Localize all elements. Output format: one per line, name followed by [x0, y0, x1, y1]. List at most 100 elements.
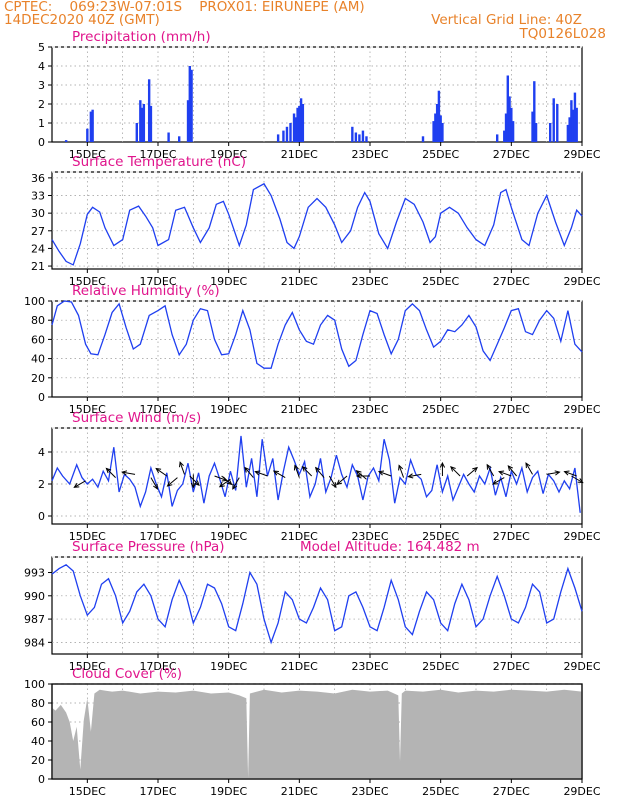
- precip-bar: [289, 123, 292, 142]
- precip-xtick-label: 29DEC: [563, 148, 600, 161]
- wind-arrow: [190, 474, 196, 489]
- wind-arrow-shaft: [219, 478, 231, 488]
- wind-arrow: [272, 470, 286, 479]
- wind-xtick-label: 21DEC: [281, 530, 318, 543]
- wind-arrow: [377, 470, 392, 477]
- temp-ytick-label: 30: [31, 207, 45, 220]
- cloud-xtick-label: 27DEC: [493, 785, 530, 798]
- precip-xtick-label: 17DEC: [139, 148, 176, 161]
- wind-arrow-shaft: [498, 471, 512, 477]
- wind-arrow: [314, 466, 325, 478]
- precip-bar: [508, 96, 511, 142]
- precip-bar: [86, 128, 89, 142]
- wind-arrow: [105, 467, 116, 478]
- precip-bar: [351, 126, 354, 142]
- rh-line: [51, 300, 583, 369]
- precip-bar: [358, 134, 361, 142]
- rh-title: Relative Humidity (%): [72, 283, 220, 299]
- precip-bar: [573, 92, 577, 142]
- press-ytick-label: 984: [24, 636, 45, 649]
- wind-arrow: [525, 462, 533, 475]
- precip-bar: [432, 121, 435, 142]
- wind-arrow-shaft: [336, 475, 348, 485]
- rh-frame: [51, 300, 583, 398]
- press-xtick-label: 21DEC: [281, 660, 318, 673]
- wind-arrow-shaft: [167, 477, 178, 487]
- wind-arrow-shaft: [571, 475, 583, 483]
- precip-bar: [575, 107, 578, 142]
- precip-ytick-label: 0: [38, 136, 45, 149]
- precip-bar: [296, 107, 299, 142]
- wind-line: [51, 435, 581, 513]
- wind-arrow-head: [498, 470, 505, 476]
- wind-arrow: [73, 480, 86, 488]
- wind-arrow-head: [272, 470, 279, 476]
- cloud-xtick-label: 19DEC: [210, 785, 247, 798]
- wind-arrow: [121, 470, 136, 476]
- wind-ytick-label: 2: [38, 478, 45, 491]
- press-xtick-label: 17DEC: [139, 660, 176, 673]
- wind-arrow: [546, 470, 561, 476]
- wind-arrow: [407, 473, 422, 479]
- precip-bar: [437, 90, 441, 142]
- wind-arrow-head: [472, 466, 478, 473]
- precip-bar: [294, 117, 297, 142]
- precip-bar: [149, 105, 153, 142]
- precip-bar: [439, 115, 442, 142]
- wind-arrow-head: [121, 470, 128, 476]
- precip-bar: [552, 98, 555, 142]
- precip-bar: [285, 126, 289, 142]
- precip-bar: [566, 124, 570, 142]
- wind-xtick-label: 19DEC: [210, 530, 247, 543]
- press-xtick-label: 15DEC: [69, 660, 106, 673]
- wind-arrow: [355, 473, 370, 479]
- rh-ytick-label: 0: [38, 391, 45, 404]
- rh-xtick-label: 27DEC: [493, 403, 530, 416]
- precip-bar: [504, 113, 508, 142]
- precip-bar: [91, 109, 94, 142]
- precip-bar: [89, 111, 93, 142]
- wind-arrow-shaft: [189, 475, 200, 486]
- precip-xtick-label: 19DEC: [210, 148, 247, 161]
- press-title: Surface Pressure (hPa): [72, 539, 225, 555]
- wind-arrow-head: [407, 473, 414, 479]
- precip-ytick-label: 5: [38, 41, 45, 54]
- precip-bar: [186, 100, 190, 142]
- wind-arrow-shaft: [214, 475, 227, 481]
- precip-bar: [503, 130, 506, 142]
- precip-bar: [571, 109, 575, 142]
- wind-arrow-head: [554, 470, 561, 476]
- wind-arrow-shaft: [273, 470, 286, 479]
- wind-arrow: [150, 477, 158, 490]
- rh-panel: 0 20 40 60 80 100 15DEC 17DEC 19DEC 21DEC 23DEC 25D…: [24, 283, 601, 416]
- wind-arrow-head: [336, 479, 343, 486]
- wind-title: Surface Wind (m/s): [72, 410, 201, 426]
- wind-arrow-shaft: [398, 465, 405, 478]
- cloud-ytick-label: 40: [31, 735, 45, 748]
- precip-bar: [421, 136, 425, 142]
- wind-arrow-shaft: [150, 477, 158, 490]
- wind-arrow-head: [439, 461, 446, 468]
- wind-arrow-shaft: [302, 466, 313, 477]
- temp-panel: 21 24 27 30 33 36 15DEC 17DEC 19DEC 21DEC 23DEC 25D…: [31, 154, 601, 288]
- precip-bar: [549, 123, 552, 142]
- wind-arrow-shaft: [232, 477, 240, 490]
- cloud-xtick-label: 23DEC: [351, 785, 388, 798]
- precip-bar: [298, 105, 301, 142]
- rh-xtick-label: 19DEC: [210, 403, 247, 416]
- rh-ytick-label: 20: [31, 372, 45, 385]
- precip-panel: 0 1 2 3 4 5 15DEC 17DEC 19DEC 21DEC 23DEC 25DEC 27DE…: [38, 29, 601, 161]
- precip-bar: [142, 104, 146, 142]
- precip-bar: [531, 111, 534, 142]
- wind-arrow: [244, 466, 254, 478]
- wind-arrow-head: [525, 462, 531, 469]
- precip-bar: [140, 107, 144, 142]
- temp-xtick-label: 29DEC: [563, 275, 600, 288]
- precip-bar: [434, 113, 437, 142]
- precip-bar: [511, 121, 515, 142]
- press-ytick-label: 987: [24, 613, 45, 626]
- rh-ytick-label: 40: [31, 353, 45, 366]
- wind-arrow-head: [314, 466, 321, 473]
- precip-bar: [568, 117, 571, 142]
- press-xtick-label: 29DEC: [563, 660, 600, 673]
